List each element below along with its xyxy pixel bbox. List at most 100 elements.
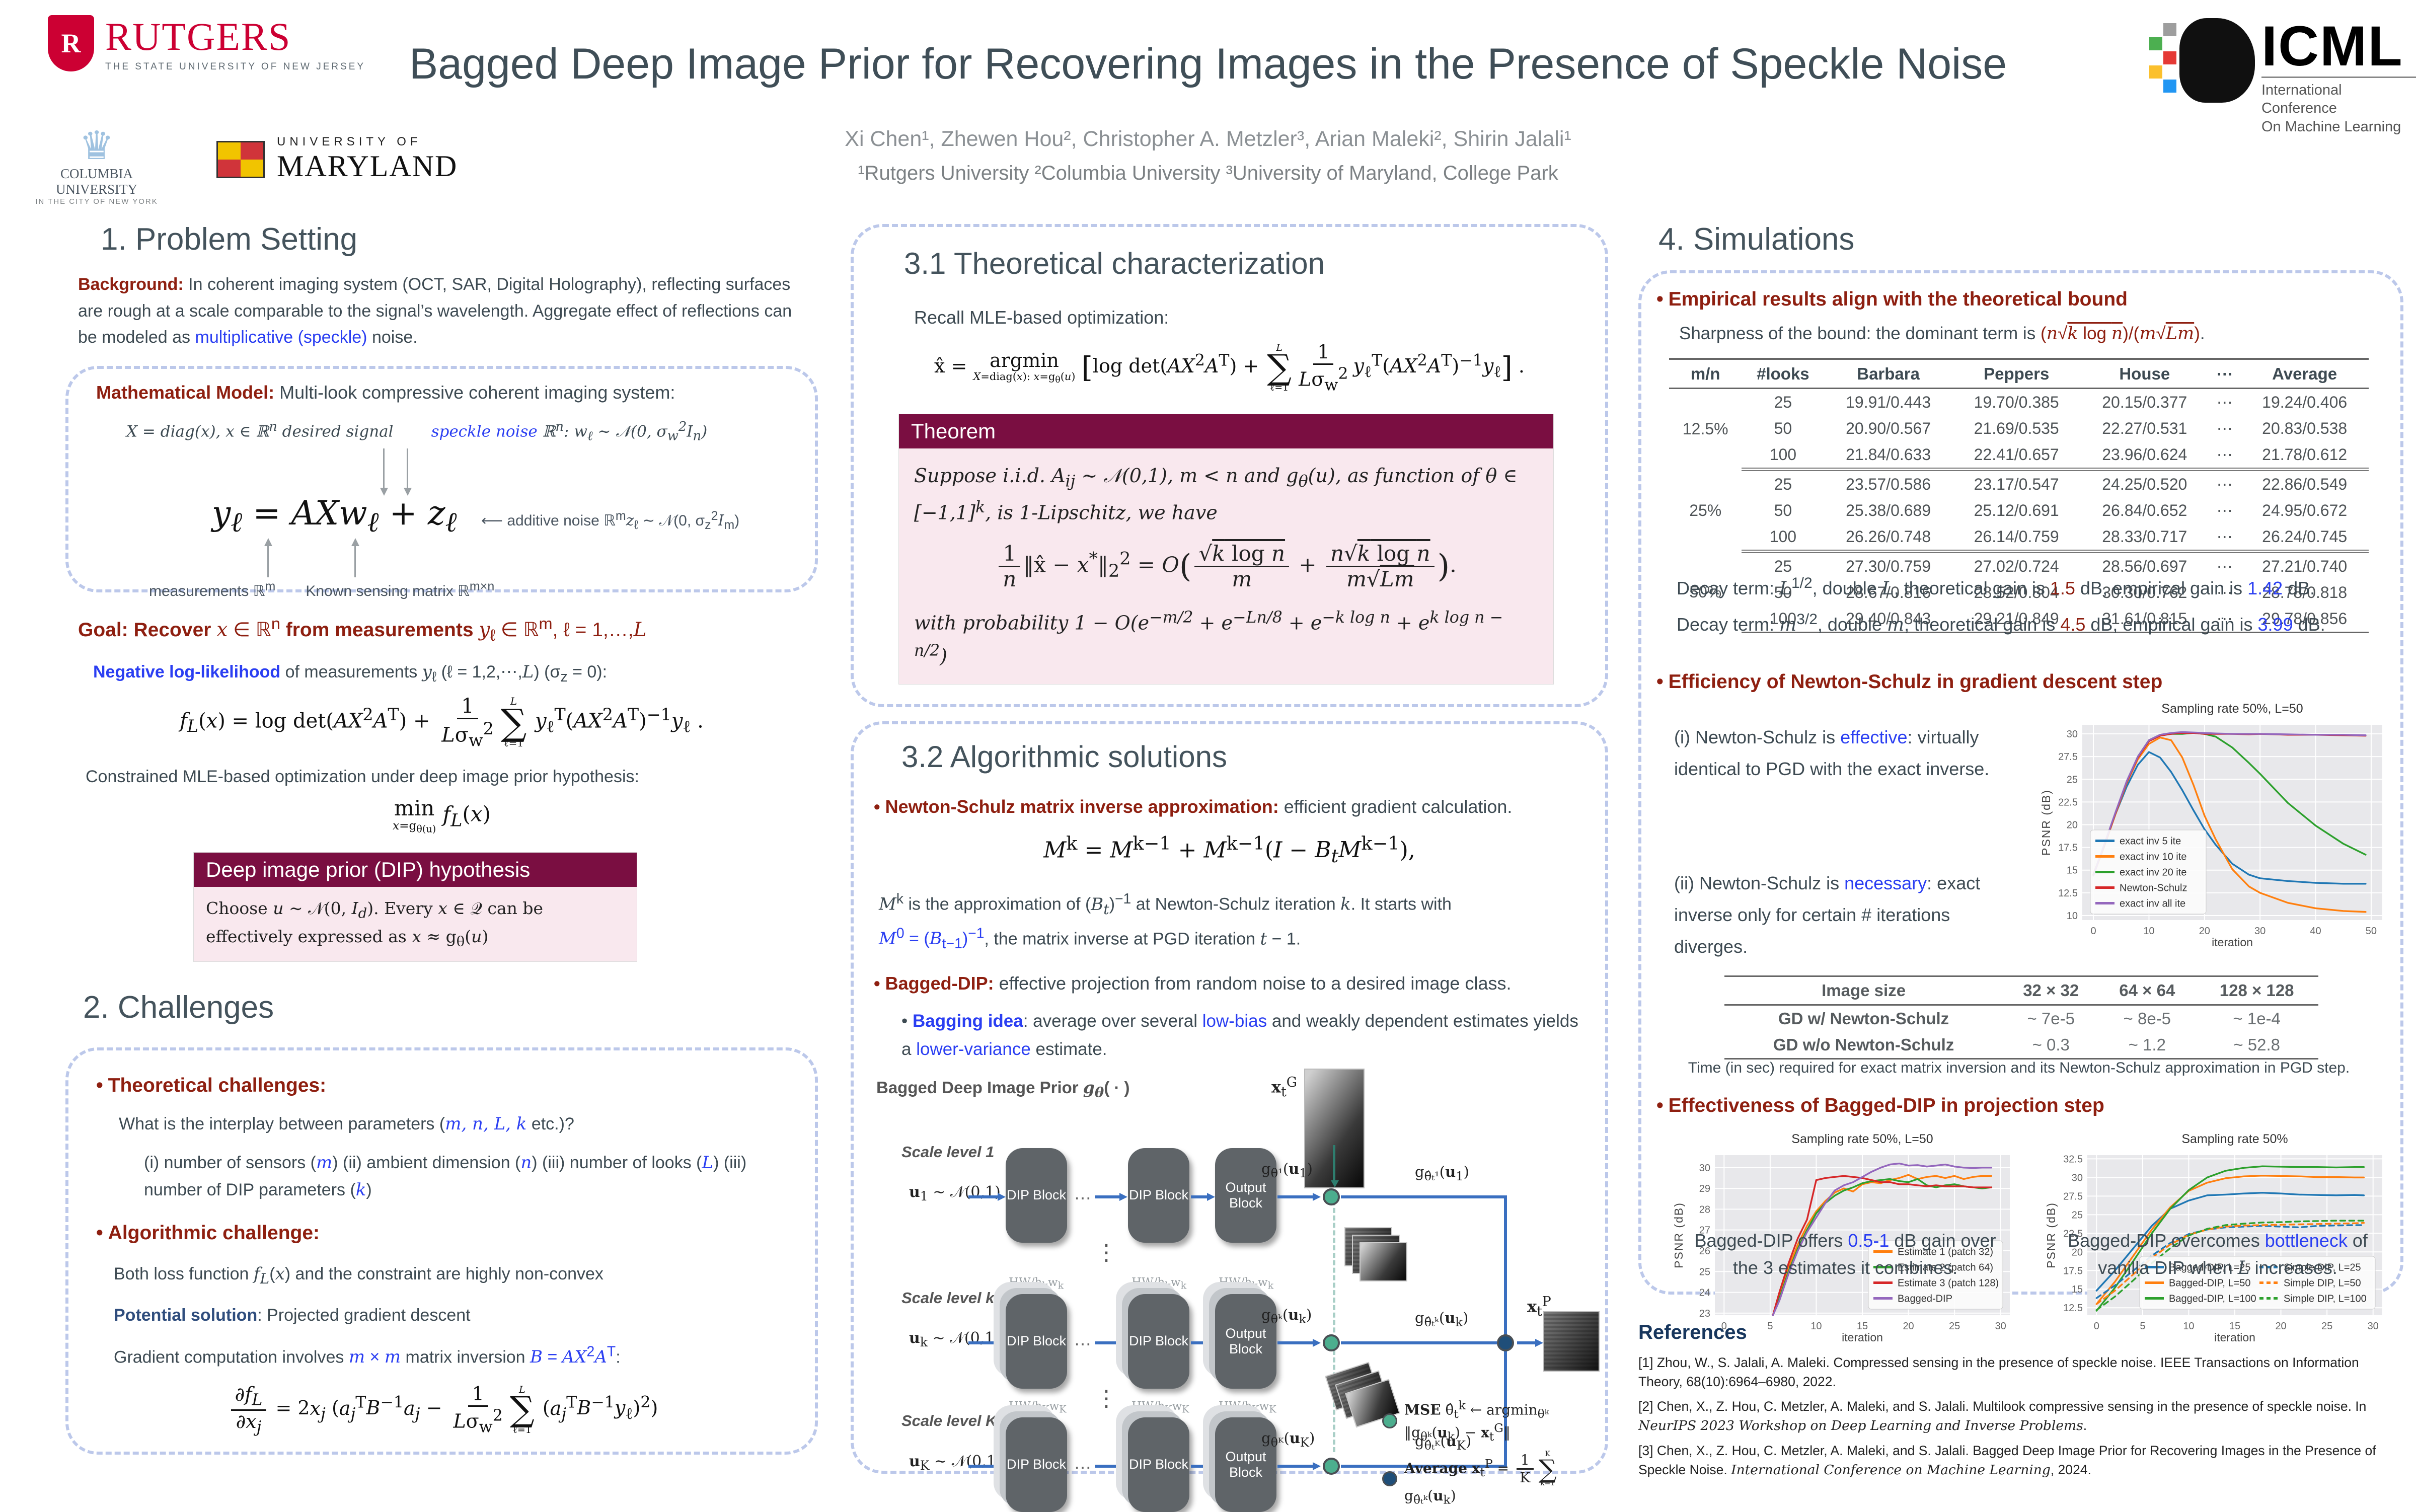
rutgers-wordmark: RUTGERS (105, 15, 291, 58)
svg-text:Simple DIP, L=25: Simple DIP, L=25 (2284, 1262, 2361, 1273)
table-cell: 50 (1774, 501, 1792, 519)
sharpness-text: Sharpness of the bound: the dominant ter… (1679, 324, 2205, 344)
columbia-logo: ♛ COLUMBIA UNIVERSITY IN THE CITY OF NEW… (21, 126, 172, 206)
empirical-bullet: • Empirical results align with the theore… (1656, 288, 2128, 310)
table-cell: 22.41/0.657 (1952, 441, 2081, 471)
down-arrow-icon (380, 448, 388, 496)
table-row: 50% 25 27.30/0.759 27.02/0.724 28.56/0.697 ⋯ 2… (1669, 552, 2369, 601)
icml-pixel-icon (2163, 23, 2176, 36)
output-image-label: xtP (1527, 1294, 1551, 1319)
nonconvex-text: Both loss function fL(x) and the constra… (114, 1263, 603, 1287)
goal-statement: Goal: Recover x ∈ ℝn from measurements y… (78, 615, 647, 644)
maryland-tagline: UNIVERSITY OF (277, 135, 422, 148)
references-section: References [1] Zhou, W., S. Jalali, A. M… (1638, 1321, 2398, 1485)
simulations-box: • Empirical results align with the theore… (1638, 270, 2403, 1344)
output-block: Output Block (1215, 1148, 1276, 1243)
line (1341, 1195, 1507, 1198)
table-cell: 20.83/0.538 (2262, 419, 2348, 437)
svg-text:30: 30 (2072, 1172, 2083, 1183)
table-cell: 28.33/0.717 (2080, 523, 2209, 553)
svg-text:Newton-Schulz: Newton-Schulz (2120, 883, 2187, 894)
decay-term-2: Decay term: m3/2, double m, theoretical … (1677, 611, 2325, 635)
section-4-heading: 4. Simulations (1658, 222, 1855, 257)
model-definitions: X = diag(x), x ∈ ℝn desired signal speck… (126, 419, 708, 444)
table-cell: 26.24/0.745 (2240, 523, 2369, 553)
table-cell: ⋯ (2216, 583, 2233, 601)
svg-text:exact inv 20 ite: exact inv 20 ite (2120, 867, 2186, 878)
arrow-icon (968, 1462, 1006, 1470)
table-cell: 25 (1774, 557, 1792, 575)
icml-head-icon (2179, 18, 2255, 103)
table-row: GD w/ Newton-Schulz ~ 7e-5 ~ 8e-5 ~ 1e-4 (1724, 1005, 2318, 1032)
table-cell: 50 (1774, 583, 1792, 601)
up-arrow-icon (264, 538, 272, 578)
svg-text:PSNR (dB): PSNR (dB) (2040, 789, 2053, 856)
table-cell: 100 (1742, 441, 1825, 471)
table-row: 50 28.67/0.816 28.52/0.804 30.30/0.762 ⋯ 28.7… (1669, 579, 2369, 606)
reference-item: [1] Zhou, W., S. Jalali, A. Maleki. Comp… (1638, 1355, 2359, 1390)
column-simulations: 4. Simulations • Empirical results align … (1638, 221, 2403, 1478)
background-paragraph: Background: In coherent imaging system (… (78, 275, 792, 347)
rowK-input-label: uK ∼ 𝒩(0,1) (909, 1452, 1002, 1473)
table-row: 50 25.38/0.689 25.12/0.691 26.84/0.652 ⋯ 24.9… (1669, 497, 2369, 523)
table-cell: 22.86/0.549 (2262, 475, 2348, 493)
table-cell: ⋯ (2216, 419, 2233, 437)
svg-text:0: 0 (2094, 1321, 2099, 1332)
table-row: 25% 25 23.57/0.586 23.17/0.547 24.25/0.520 ⋯ 2… (1669, 470, 2369, 519)
arrow-icon (1517, 1338, 1543, 1347)
table-cell: 23.57/0.586 (1846, 475, 1931, 493)
maryland-shield-icon (216, 140, 265, 178)
arrow-icon (1095, 1192, 1127, 1201)
measurement-equation: yℓ = AXwℓ + zℓ (212, 494, 457, 539)
rutgers-shield-icon: R (48, 15, 94, 71)
svg-text:30: 30 (2067, 729, 2078, 740)
svg-text:PSNR (dB): PSNR (dB) (2045, 1202, 2058, 1268)
timing-caption: Time (in sec) required for exact matrix … (1688, 1060, 2350, 1076)
column-problem-challenges: 1. Problem Setting Background: In cohere… (65, 221, 818, 1455)
svg-text:Estimate 1 (patch 32): Estimate 1 (patch 32) (1898, 1247, 1993, 1258)
newton-schulz-explanation: Mk is the approximation of (Bt)−1 at New… (879, 891, 1452, 952)
bagged-dip-diagram: Bagged Deep Image Prior gθ( · ) xtG Scal… (874, 1068, 1600, 1512)
svg-text:5: 5 (1767, 1321, 1773, 1332)
svg-text:10: 10 (1810, 1321, 1822, 1332)
references-list: [1] Zhou, W., S. Jalali, A. Maleki. Comp… (1638, 1353, 2398, 1480)
newton-schulz-equation: Mk = Mk−1 + Mk−1(I − BtMk−1), (1043, 832, 1415, 867)
hw-label: HW/hkwk (1009, 1275, 1064, 1292)
theorem-header: Theorem (899, 414, 1553, 449)
table-cell: 21.84/0.633 (1824, 441, 1952, 471)
icml-pixel-icon (2163, 80, 2176, 93)
svg-text:20: 20 (2072, 1247, 2083, 1258)
svg-text:17.5: 17.5 (2063, 1265, 2083, 1276)
dip-block: DIP Block (1006, 1294, 1067, 1389)
dip-block: DIP Block (1006, 1417, 1067, 1512)
mn-cell: 25% (1689, 501, 1722, 519)
table-row: 100 26.26/0.748 26.14/0.759 28.33/0.717 ⋯ 26.… (1669, 523, 2369, 553)
potential-solution-text: Potential solution: Projected gradient d… (114, 1306, 471, 1325)
svg-text:Bagged-DIP, L=50: Bagged-DIP, L=50 (2169, 1278, 2251, 1289)
arrow-icon (1191, 1192, 1215, 1201)
model-bottom-labels: measurements ℝm Known sensing matrix ℝm×… (149, 579, 495, 600)
table-cell: 26.84/0.652 (2102, 501, 2187, 519)
table-cell: 28.52/0.804 (1974, 583, 2059, 601)
table-cell: ~ 52.8 (2195, 1032, 2318, 1060)
recall-text: Recall MLE-based optimization: (914, 307, 1169, 328)
arrow-icon (1095, 1462, 1127, 1470)
table-cell: 19.91/0.443 (1846, 393, 1931, 411)
dip-box-header: Deep image prior (DIP) hypothesis (194, 853, 637, 887)
constrained-mle-text: Constrained MLE-based optimization under… (86, 767, 639, 787)
svg-text:32.5: 32.5 (2063, 1154, 2083, 1165)
dip-block: DIP Block (1006, 1148, 1067, 1243)
projection-output-image (1543, 1311, 1600, 1372)
mse-node (1323, 1188, 1340, 1205)
table-cell: ~ 7e-5 (2027, 1009, 2075, 1028)
algorithmic-challenge-label: • Algorithmic challenge: (96, 1222, 320, 1244)
arrow-icon (1191, 1338, 1215, 1347)
svg-text:Simple DIP, L=100: Simple DIP, L=100 (2284, 1294, 2367, 1305)
table-row: GD w/o Newton-Schulz ~ 0.3 ~ 1.2 ~ 52.8 (1724, 1032, 2318, 1060)
icml-pixel-icon (2163, 51, 2176, 64)
table-cell: 27.30/0.759 (1846, 557, 1931, 575)
psnr-table: m/n #looks Barbara Peppers House ⋯ Average 12.5… (1669, 358, 2369, 633)
svg-text:Bagged-DIP: Bagged-DIP (1898, 1294, 1952, 1305)
mle-equation: x̂ = argmin X=diag(x): x=gθ(u) [log det(A… (934, 341, 1525, 394)
